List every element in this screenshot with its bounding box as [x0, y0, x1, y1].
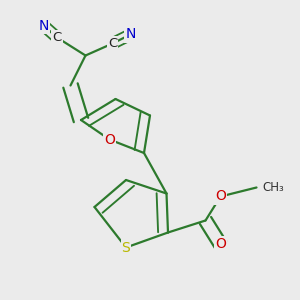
Text: S: S [122, 241, 130, 254]
Text: O: O [215, 190, 226, 203]
Text: O: O [104, 133, 115, 146]
Text: N: N [125, 28, 136, 41]
Text: C: C [52, 31, 62, 44]
Text: C: C [108, 37, 117, 50]
Text: O: O [215, 238, 226, 251]
Text: CH₃: CH₃ [262, 181, 284, 194]
Text: N: N [38, 19, 49, 32]
